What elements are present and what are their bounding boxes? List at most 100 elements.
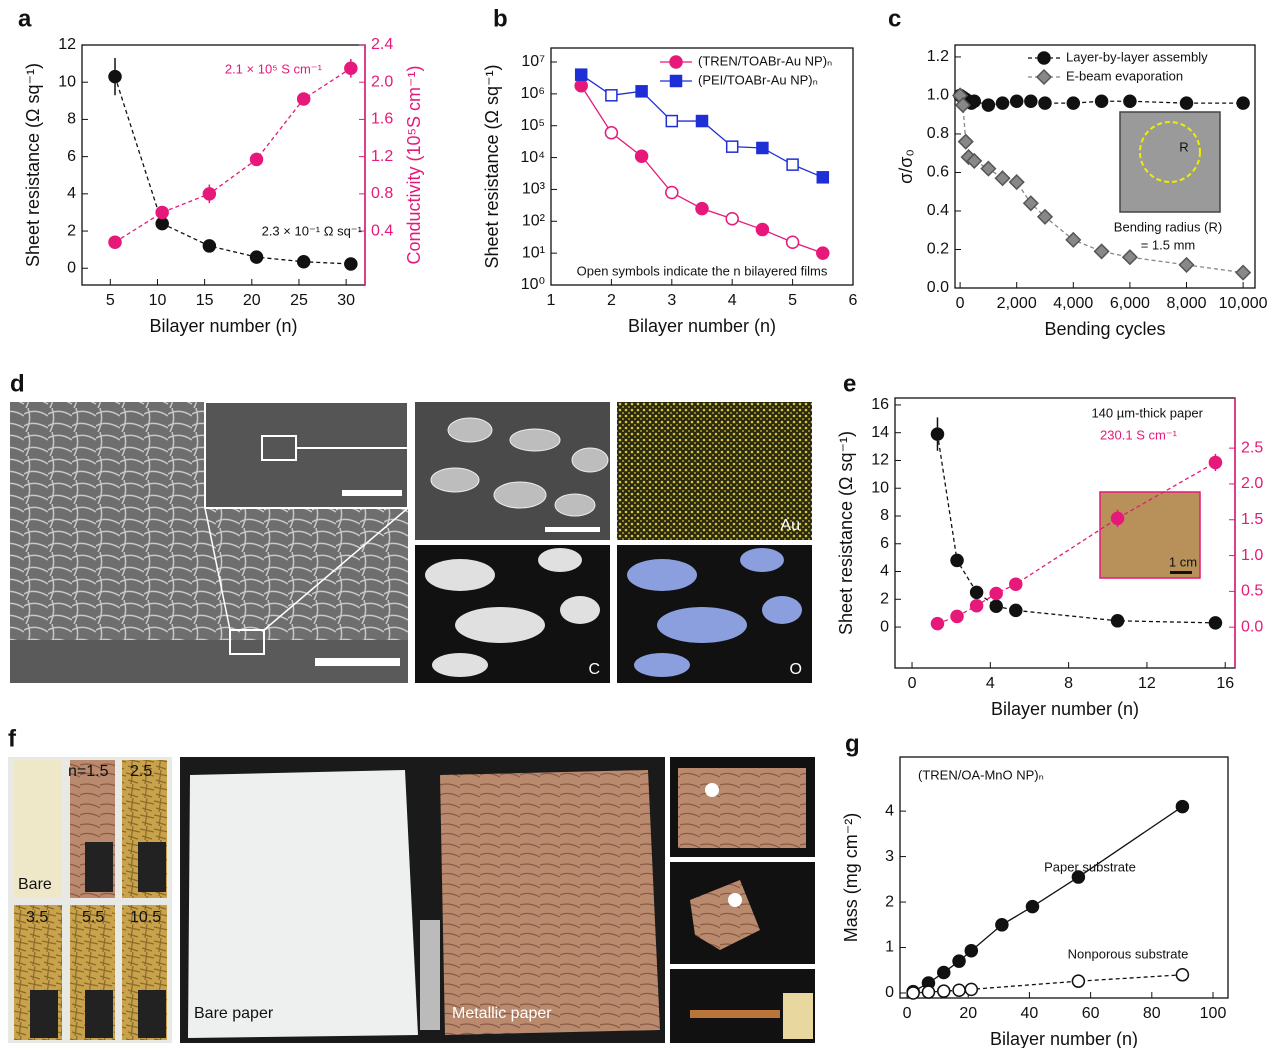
marker: [604, 126, 619, 140]
marker: [669, 74, 683, 88]
x-tick-label: 15: [196, 292, 214, 309]
x-tick-label: 3: [667, 292, 676, 309]
y-tick-label: 4: [67, 185, 76, 202]
marker: [1009, 94, 1024, 108]
panel-letter: e: [843, 370, 856, 397]
marker: [1178, 256, 1195, 273]
y-tick-label: 12: [58, 36, 76, 53]
y2-tick-label: 0.0: [1241, 618, 1263, 635]
panel-letter: f: [8, 725, 17, 752]
marker: [1037, 51, 1051, 65]
annotation: 2.1 × 10⁵ S cm⁻¹: [225, 61, 323, 76]
y-tick-label: 10⁰: [521, 276, 545, 293]
x-tick-label: 2: [607, 292, 616, 309]
panel-letter: b: [493, 5, 508, 32]
y-tick-label: 1: [885, 939, 894, 956]
series-line: [114, 76, 351, 265]
x-tick-label: 4: [728, 292, 737, 309]
plot-frame: [899, 756, 1229, 999]
marker: [1110, 614, 1125, 628]
marker: [1208, 455, 1223, 470]
marker: [1025, 899, 1040, 914]
x-tick-label: 1: [547, 292, 556, 309]
x-tick-label: 4: [986, 675, 995, 692]
y-tick-label: 4: [885, 802, 894, 819]
marker: [966, 152, 983, 169]
legend-label: (PEI/TOABr-Au NP)ₙ: [698, 72, 818, 87]
o-blobs: [627, 548, 802, 677]
x-tick-label: 60: [1082, 1005, 1100, 1022]
photo-caption: Metallic paper: [452, 1005, 552, 1022]
y2-tick-label: 1.5: [1241, 511, 1263, 528]
y-tick-label: 6: [880, 535, 889, 552]
marker: [969, 585, 984, 600]
marker: [1235, 264, 1252, 281]
marker: [969, 598, 984, 613]
marker: [994, 170, 1011, 187]
marker: [954, 97, 971, 114]
marker: [1236, 96, 1250, 110]
marker: [1071, 974, 1086, 988]
x-tick-label: 100: [1200, 1005, 1227, 1022]
y-tick-label: 10¹: [522, 244, 545, 261]
marker: [202, 239, 217, 253]
legend-label: Layer-by-layer assembly: [1066, 49, 1208, 64]
x-tick-label: 20: [243, 292, 261, 309]
marker: [725, 212, 739, 226]
marker: [786, 158, 799, 171]
x-tick-label: 10: [149, 292, 167, 309]
panel-letter: g: [845, 730, 860, 757]
y-tick-label: 1.2: [927, 48, 949, 65]
marker: [634, 149, 649, 164]
x-tick-label: 6: [849, 292, 858, 309]
marker: [108, 69, 122, 84]
marker: [635, 85, 648, 98]
marker: [785, 235, 800, 249]
marker: [296, 254, 311, 269]
annotation: Bending radius (R): [1114, 219, 1222, 234]
x-tick-label: 8: [1064, 675, 1073, 692]
marker: [756, 141, 769, 155]
marker: [1038, 96, 1052, 110]
scale-bar: [545, 527, 600, 532]
led: [728, 893, 742, 907]
y2-tick-label: 0.8: [371, 185, 393, 202]
marker: [1175, 968, 1190, 982]
marker: [249, 250, 264, 264]
marker: [906, 986, 920, 1000]
y-tick-label: 0.6: [927, 164, 949, 181]
device-paper: [678, 768, 806, 848]
marker: [155, 205, 169, 220]
inset-photo: [1119, 111, 1221, 213]
marker: [816, 171, 830, 184]
inset-photo: [1099, 491, 1201, 579]
annotation: Paper substrate: [1044, 859, 1136, 874]
annotation: = 1.5 mm: [1141, 237, 1196, 252]
strip-label: 10.5: [130, 909, 161, 926]
x-axis-label: Bilayer number (n): [149, 316, 297, 336]
led-inset: [783, 993, 813, 1039]
y-tick-label: 10²: [522, 213, 546, 230]
strip-label: n=1.5: [68, 763, 109, 780]
marker: [1175, 799, 1190, 814]
y2-tick-label: 2.0: [1241, 475, 1263, 492]
x-tick-label: 25: [290, 292, 308, 309]
marker: [1179, 96, 1194, 110]
y-tick-label: 16: [871, 396, 889, 413]
legend-label: (TREN/TOABr-Au NP)ₙ: [698, 53, 832, 68]
plot-frame: [81, 44, 366, 286]
marker: [665, 185, 679, 200]
marker: [950, 553, 964, 568]
y-axis-label: Mass (mg cm⁻²): [841, 813, 861, 943]
marker: [1009, 577, 1023, 591]
y2-tick-label: 0.4: [371, 222, 393, 239]
marker: [1094, 94, 1109, 108]
marker: [202, 187, 217, 201]
plot-frame: [954, 44, 1256, 289]
map-label: Au: [780, 517, 800, 534]
marker: [725, 140, 739, 153]
marker: [344, 257, 358, 271]
x-tick-label: 6,000: [1110, 295, 1150, 312]
scale-bar: [1170, 571, 1192, 574]
marker: [952, 954, 966, 968]
